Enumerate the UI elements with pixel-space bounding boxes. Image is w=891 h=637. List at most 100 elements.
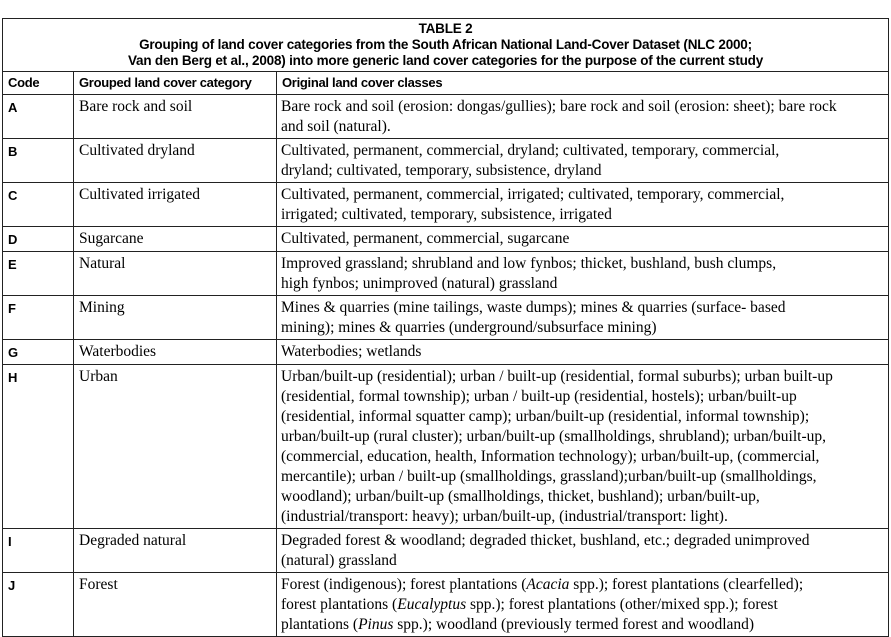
classes-cell: Cultivated, permanent, commercial, dryla… bbox=[276, 138, 889, 183]
text-segment: Cultivated, permanent, commercial, irrig… bbox=[281, 186, 785, 203]
classes-line: Degraded forest & woodland; degraded thi… bbox=[281, 531, 884, 551]
classes-line: irrigated; cultivated, temporary, subsis… bbox=[281, 205, 884, 225]
classes-cell: Improved grassland; shrubland and low fy… bbox=[276, 251, 889, 296]
text-segment: Urban/built-up (residential); urban / bu… bbox=[281, 368, 833, 385]
classes-line: Cultivated, permanent, commercial, irrig… bbox=[281, 185, 884, 205]
taxon-name: Eucalyptus bbox=[397, 596, 467, 613]
classes-line: mining); mines & quarries (underground/s… bbox=[281, 318, 884, 338]
code-cell: H bbox=[2, 364, 74, 529]
classes-line: Waterbodies; wetlands bbox=[281, 342, 884, 362]
classes-line: (commercial, education, health, Informat… bbox=[281, 447, 884, 467]
classes-line: mercantile); urban / built-up (smallhold… bbox=[281, 467, 884, 487]
code-cell: C bbox=[2, 182, 74, 227]
text-segment: (residential, informal squatter camp); u… bbox=[281, 408, 810, 425]
category-cell: Waterbodies bbox=[73, 339, 277, 365]
text-segment: (natural) grassland bbox=[281, 552, 397, 569]
land-cover-table: TABLE 2 Grouping of land cover categorie… bbox=[2, 18, 889, 637]
text-segment: dryland; cultivated, temporary, subsiste… bbox=[281, 162, 602, 179]
caption-line: Grouping of land cover categories from t… bbox=[139, 37, 752, 52]
table-row: H Urban Urban/built-up (residential); urba… bbox=[2, 364, 889, 529]
text-segment: Forest (indigenous); forest plantations … bbox=[281, 576, 527, 593]
code-cell: J bbox=[2, 572, 74, 637]
text-segment: Cultivated, permanent, commercial, sugar… bbox=[281, 230, 570, 247]
table-row: J Forest Forest (indigenous); forest plant… bbox=[2, 572, 889, 637]
classes-line: Cultivated, permanent, commercial, dryla… bbox=[281, 141, 884, 161]
classes-line: Cultivated, permanent, commercial, sugar… bbox=[281, 229, 884, 249]
classes-line: and soil (natural). bbox=[281, 117, 884, 137]
code-cell: F bbox=[2, 295, 74, 340]
code-cell: A bbox=[2, 94, 74, 139]
classes-line: Mines & quarries (mine tailings, waste d… bbox=[281, 298, 884, 318]
code-cell: G bbox=[2, 339, 74, 365]
classes-line: Urban/built-up (residential); urban / bu… bbox=[281, 367, 884, 387]
code-cell: D bbox=[2, 226, 74, 252]
category-cell: Degraded natural bbox=[73, 528, 277, 573]
code-cell: B bbox=[2, 138, 74, 183]
text-segment: (commercial, education, health, Informat… bbox=[281, 448, 820, 465]
taxon-name: Acacia bbox=[526, 576, 570, 593]
category-cell: Urban bbox=[73, 364, 277, 529]
text-segment: spp.); woodland (previously termed fores… bbox=[393, 616, 755, 633]
category-cell: Mining bbox=[73, 295, 277, 340]
text-segment: woodland); urban/built-up (smallholdings… bbox=[281, 488, 760, 505]
header-row: Code Grouped land cover category Origina… bbox=[2, 71, 889, 95]
caption-line: Van den Berg et al., 2008) into more gen… bbox=[127, 53, 764, 68]
classes-line: urban/built-up (rural cluster); urban/bu… bbox=[281, 427, 884, 447]
table-row: D Sugarcane Cultivated, permanent, commerc… bbox=[2, 226, 889, 252]
category-cell: Forest bbox=[73, 572, 277, 637]
classes-line: (industrial/transport: heavy); urban/bui… bbox=[281, 507, 884, 527]
text-segment: spp.); forest plantations (clearfelled); bbox=[569, 576, 804, 593]
text-segment: (industrial/transport: heavy); urban/bui… bbox=[281, 508, 728, 525]
classes-cell: Degraded forest & woodland; degraded thi… bbox=[276, 528, 889, 573]
text-segment: Cultivated, permanent, commercial, dryla… bbox=[281, 142, 780, 159]
text-segment: Degraded forest & woodland; degraded thi… bbox=[281, 532, 810, 549]
taxon-name: Pinus bbox=[358, 616, 394, 633]
code-cell: I bbox=[2, 528, 74, 573]
table-row: I Degraded natural Degraded forest & woodl… bbox=[2, 528, 889, 573]
classes-line: (residential, formal township); urban / … bbox=[281, 387, 884, 407]
text-segment: mercantile); urban / built-up (smallhold… bbox=[281, 468, 817, 485]
classes-cell: Urban/built-up (residential); urban / bu… bbox=[276, 364, 889, 529]
classes-cell: Bare rock and soil (erosion: dongas/gull… bbox=[276, 94, 889, 139]
table-row: C Cultivated irrigated Cultivated, permane… bbox=[2, 182, 889, 227]
classes-cell: Mines & quarries (mine tailings, waste d… bbox=[276, 295, 889, 340]
text-segment: Improved grassland; shrubland and low fy… bbox=[281, 255, 777, 272]
header-category: Grouped land cover category bbox=[73, 71, 277, 95]
table-row: F Mining Mines & quarries (mine tailings, … bbox=[2, 295, 889, 340]
header-code: Code bbox=[2, 71, 74, 95]
category-cell: Bare rock and soil bbox=[73, 94, 277, 139]
classes-line: Bare rock and soil (erosion: dongas/gull… bbox=[281, 97, 884, 117]
table-row: A Bare rock and soil Bare rock and soil (e… bbox=[2, 94, 889, 139]
classes-line: forest plantations (Eucalyptus spp.); fo… bbox=[281, 595, 884, 615]
category-cell: Cultivated dryland bbox=[73, 138, 277, 183]
text-segment: irrigated; cultivated, temporary, subsis… bbox=[281, 206, 612, 223]
classes-cell: Waterbodies; wetlands bbox=[276, 339, 889, 365]
table-caption: TABLE 2 Grouping of land cover categorie… bbox=[2, 18, 889, 72]
classes-cell: Cultivated, permanent, commercial, irrig… bbox=[276, 182, 889, 227]
table-title: TABLE 2 bbox=[418, 21, 473, 36]
text-segment: Mines & quarries (mine tailings, waste d… bbox=[281, 299, 786, 316]
text-segment: urban/built-up (rural cluster); urban/bu… bbox=[281, 428, 826, 445]
classes-line: high fynbos; unimproved (natural) grassl… bbox=[281, 274, 884, 294]
classes-line: (residential, informal squatter camp); u… bbox=[281, 407, 884, 427]
text-segment: mining); mines & quarries (underground/s… bbox=[281, 319, 657, 336]
category-cell: Cultivated irrigated bbox=[73, 182, 277, 227]
classes-line: plantations (Pinus spp.); woodland (prev… bbox=[281, 615, 884, 635]
text-segment: Waterbodies; wetlands bbox=[281, 343, 422, 360]
text-segment: Bare rock and soil (erosion: dongas/gull… bbox=[281, 98, 837, 115]
classes-line: Forest (indigenous); forest plantations … bbox=[281, 575, 884, 595]
code-cell: E bbox=[2, 251, 74, 296]
table-row: B Cultivated dryland Cultivated, permanent… bbox=[2, 138, 889, 183]
category-cell: Sugarcane bbox=[73, 226, 277, 252]
text-segment: spp.); forest plantations (other/mixed s… bbox=[466, 596, 778, 613]
text-segment: high fynbos; unimproved (natural) grassl… bbox=[281, 275, 558, 292]
header-classes: Original land cover classes bbox=[276, 71, 889, 95]
table-row: E Natural Improved grassland; shrubland an… bbox=[2, 251, 889, 296]
classes-line: (natural) grassland bbox=[281, 551, 884, 571]
category-cell: Natural bbox=[73, 251, 277, 296]
text-segment: and soil (natural). bbox=[281, 118, 391, 135]
text-segment: forest plantations ( bbox=[281, 596, 398, 613]
text-segment: (residential, formal township); urban / … bbox=[281, 388, 797, 405]
classes-line: woodland); urban/built-up (smallholdings… bbox=[281, 487, 884, 507]
classes-line: Improved grassland; shrubland and low fy… bbox=[281, 254, 884, 274]
